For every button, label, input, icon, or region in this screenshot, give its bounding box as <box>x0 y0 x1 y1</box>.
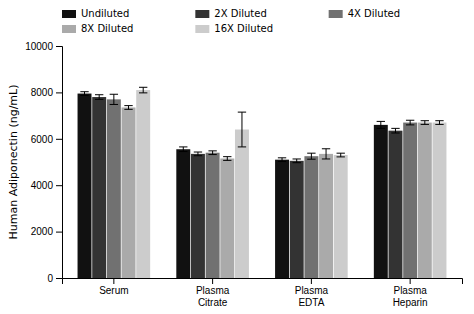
marks <box>78 87 447 278</box>
tick: PlasmaCitrate <box>196 278 230 308</box>
bar <box>275 160 289 278</box>
x-axis: Serum PlasmaCitrate PlasmaEDTA PlasmaHepari… <box>63 278 463 308</box>
error-bar <box>435 121 443 125</box>
error-bar <box>95 95 103 100</box>
error-bar <box>124 106 132 110</box>
error-bar <box>110 94 118 104</box>
legend-label: 4X Diluted <box>348 8 400 19</box>
error-bar <box>406 120 414 125</box>
chart: 0 2000 4000 6000 8000 10000 Serum PlasmaCitrate… <box>0 0 474 314</box>
tick-label: 8000 <box>31 87 54 98</box>
bar <box>389 131 403 278</box>
tick-mark <box>113 278 114 284</box>
legend-label: 2X Diluted <box>214 8 266 19</box>
legend-item: 2X Diluted <box>195 8 266 19</box>
tick-mark <box>212 278 213 284</box>
tick-mark <box>56 46 62 47</box>
tick: PlasmaHeparin <box>393 278 428 308</box>
y-axis: 0 2000 4000 6000 8000 10000 <box>25 41 62 284</box>
tick-label: Serum <box>99 285 128 296</box>
error-bar <box>278 158 286 162</box>
bar <box>319 154 333 278</box>
error-bar <box>139 87 147 93</box>
bar <box>418 123 432 278</box>
legend-swatch <box>329 10 343 18</box>
bar <box>304 156 318 278</box>
legend-item: 8X Diluted <box>62 23 133 34</box>
tick: Serum <box>99 278 128 296</box>
legend-label: Undiluted <box>81 8 129 19</box>
error-bar <box>179 147 187 152</box>
error-bar <box>293 159 301 163</box>
tick: 2000 <box>31 226 62 237</box>
tick: 8000 <box>31 87 62 98</box>
legend-swatch <box>195 25 209 33</box>
tick-mark <box>56 92 62 93</box>
tick-label: 0 <box>47 273 53 284</box>
bar <box>374 125 388 278</box>
plot-area: 0 2000 4000 6000 8000 10000 Serum PlasmaCitrate… <box>25 41 462 308</box>
tick: PlasmaEDTA <box>295 278 329 308</box>
legend: Undiluted 2X Diluted 4X Diluted 8X Diluted 1… <box>62 8 400 34</box>
tick-mark <box>56 139 62 140</box>
bar <box>191 154 205 278</box>
series <box>78 92 388 278</box>
legend-swatch <box>62 25 76 33</box>
legend-swatch <box>195 10 209 18</box>
legend-label: 8X Diluted <box>81 23 133 34</box>
legend-item: 16X Diluted <box>195 23 273 34</box>
error-bar <box>307 153 315 159</box>
tick-mark <box>410 278 411 284</box>
bar <box>107 99 121 278</box>
tick: 10000 <box>25 41 62 52</box>
error-bar <box>377 121 385 128</box>
bar <box>92 97 106 278</box>
error-bar <box>391 128 399 133</box>
series <box>122 106 432 278</box>
tick-label: 4000 <box>31 180 54 191</box>
legend-swatch <box>62 10 76 18</box>
bar <box>136 90 150 278</box>
tick: 4000 <box>31 180 62 191</box>
error-bar <box>337 153 345 157</box>
tick: 6000 <box>31 134 62 145</box>
tick-label: 2000 <box>31 226 54 237</box>
bar <box>403 123 417 278</box>
tick-mark <box>56 185 62 186</box>
axis-line <box>63 279 463 285</box>
tick-label: 6000 <box>31 134 54 145</box>
tick: 0 <box>47 273 62 284</box>
legend-item: 4X Diluted <box>329 8 400 19</box>
legend-item: Undiluted <box>62 8 129 19</box>
bar <box>220 159 234 278</box>
error-bar <box>208 151 216 155</box>
tick-mark <box>56 278 62 279</box>
bar <box>290 161 304 278</box>
axis-line <box>56 47 63 279</box>
bar <box>122 107 136 278</box>
axis-title: Human Adiponectin (ng/mL) <box>7 85 20 240</box>
error-bar <box>238 112 246 147</box>
error-bar <box>194 152 202 156</box>
error-bar <box>80 92 88 96</box>
tick-mark <box>311 278 312 284</box>
series <box>107 94 417 278</box>
tick-label: PlasmaCitrate <box>196 285 230 308</box>
bar <box>433 123 447 278</box>
tick-label: PlasmaEDTA <box>295 285 329 308</box>
bar <box>235 130 249 278</box>
tick-mark <box>56 232 62 233</box>
bar <box>206 153 220 278</box>
legend-label: 16X Diluted <box>214 23 273 34</box>
error-bar <box>322 149 330 159</box>
tick-label: PlasmaHeparin <box>393 285 428 308</box>
series <box>136 87 446 278</box>
error-bar <box>421 121 429 125</box>
error-bar <box>223 157 231 161</box>
bar <box>334 155 348 278</box>
tick-label: 10000 <box>25 41 53 52</box>
bar <box>176 149 190 278</box>
bar <box>78 94 92 278</box>
